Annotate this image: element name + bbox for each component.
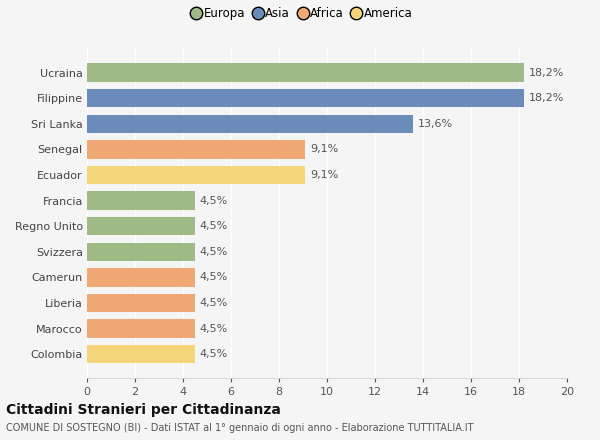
Bar [87,63,524,82]
Text: COMUNE DI SOSTEGNO (BI) - Dati ISTAT al 1° gennaio di ogni anno - Elaborazione T: COMUNE DI SOSTEGNO (BI) - Dati ISTAT al … [6,423,473,433]
Bar [87,114,413,133]
Bar [87,89,524,107]
Text: 9,1%: 9,1% [310,170,338,180]
Bar [87,140,305,159]
Text: 9,1%: 9,1% [310,144,338,154]
Text: Cittadini Stranieri per Cittadinanza: Cittadini Stranieri per Cittadinanza [6,403,281,417]
Bar [87,319,195,338]
Bar [87,191,195,210]
Text: 4,5%: 4,5% [200,298,228,308]
Bar [87,242,195,261]
Legend: Europa, Asia, Africa, America: Europa, Asia, Africa, America [190,3,416,23]
Text: 4,5%: 4,5% [200,323,228,334]
Text: 4,5%: 4,5% [200,196,228,205]
Bar [87,166,305,184]
Text: 4,5%: 4,5% [200,247,228,257]
Text: 18,2%: 18,2% [529,68,564,77]
Text: 13,6%: 13,6% [418,119,454,129]
Text: 4,5%: 4,5% [200,272,228,282]
Text: 18,2%: 18,2% [529,93,564,103]
Bar [87,294,195,312]
Bar [87,217,195,235]
Text: 4,5%: 4,5% [200,221,228,231]
Bar [87,268,195,286]
Bar [87,345,195,363]
Text: 4,5%: 4,5% [200,349,228,359]
